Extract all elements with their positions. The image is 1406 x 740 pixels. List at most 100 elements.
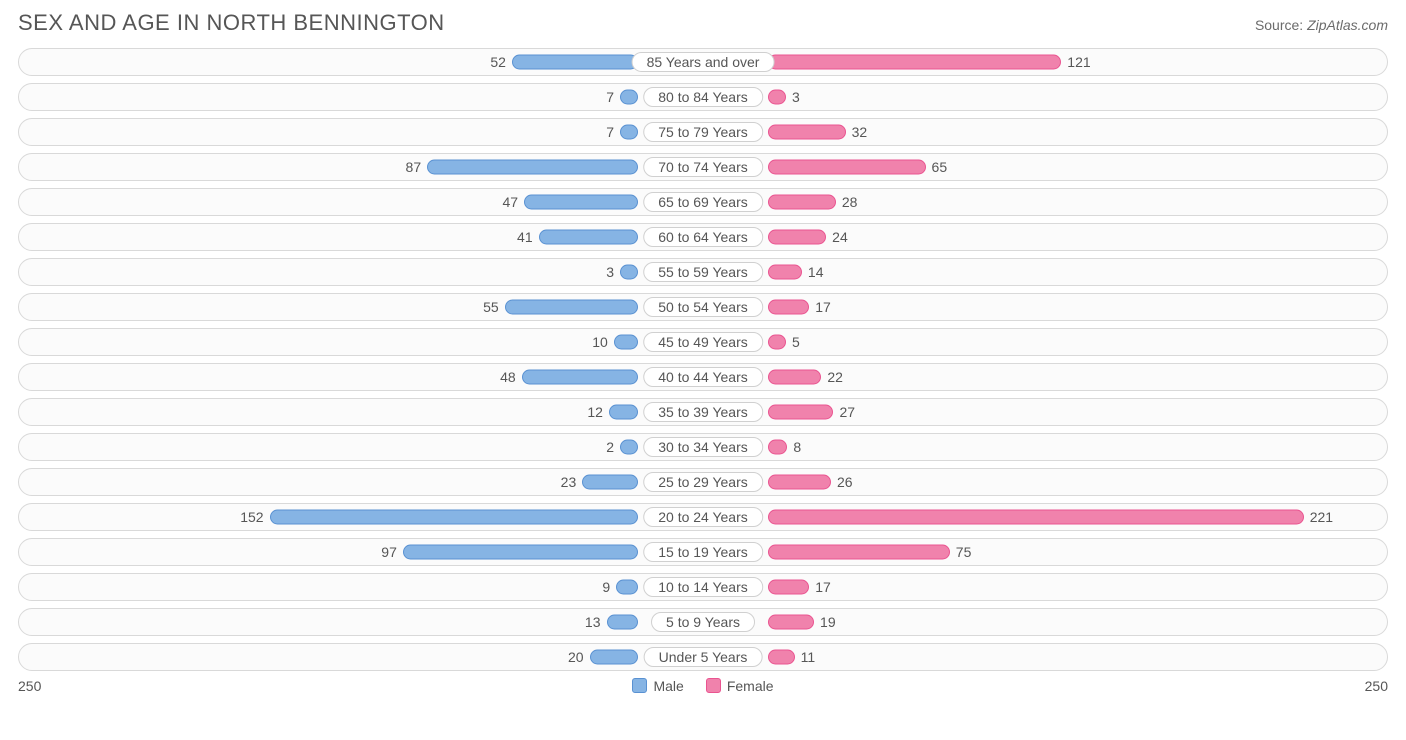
age-group-label: 65 to 69 Years [643, 192, 763, 212]
value-female: 221 [1310, 509, 1333, 525]
bar-female [768, 615, 814, 630]
value-female: 26 [837, 474, 853, 490]
chart-title: SEX AND AGE IN NORTH BENNINGTON [18, 10, 445, 36]
value-male: 48 [500, 369, 516, 385]
pyramid-row: 97 75 15 to 19 Years [18, 538, 1388, 566]
value-female: 5 [792, 334, 800, 350]
age-group-label: 20 to 24 Years [643, 507, 763, 527]
bar-female [768, 90, 786, 105]
bar-female [768, 265, 802, 280]
pyramid-row: 7 3 80 to 84 Years [18, 83, 1388, 111]
age-group-label: 15 to 19 Years [643, 542, 763, 562]
pyramid-row: 31455 to 59 Years [18, 258, 1388, 286]
population-pyramid-chart: 5212185 Years and over7380 to 84 Years73… [18, 48, 1388, 671]
value-female: 19 [820, 614, 836, 630]
value-male: 23 [561, 474, 577, 490]
bar-male [590, 650, 638, 665]
bar-female [768, 55, 1061, 70]
value-male: 20 [568, 649, 584, 665]
bar-male [505, 300, 638, 315]
legend-item-female: Female [706, 678, 774, 694]
pyramid-row: 5212185 Years and over [18, 48, 1388, 76]
pyramid-row: 73275 to 79 Years [18, 118, 1388, 146]
source-value: ZipAtlas.com [1307, 17, 1388, 33]
legend: Male Female [632, 678, 773, 694]
pyramid-row: 55 17 50 to 54 Years [18, 293, 1388, 321]
value-male: 2 [606, 439, 614, 455]
bar-female [768, 300, 809, 315]
value-male: 55 [483, 299, 499, 315]
source-credit: Source: ZipAtlas.com [1255, 17, 1388, 33]
bar-female [768, 370, 821, 385]
value-female: 22 [827, 369, 843, 385]
value-female: 75 [956, 544, 972, 560]
bar-female [768, 510, 1304, 525]
bar-male [539, 230, 638, 245]
pyramid-row: 41 24 60 to 64 Years [18, 223, 1388, 251]
bar-female [768, 545, 950, 560]
age-group-label: 50 to 54 Years [643, 297, 763, 317]
age-group-label: 40 to 44 Years [643, 367, 763, 387]
bar-male [620, 90, 638, 105]
value-female: 27 [839, 404, 855, 420]
bar-male [620, 440, 638, 455]
pyramid-row: 15222120 to 24 Years [18, 503, 1388, 531]
value-male: 7 [606, 89, 614, 105]
bar-male [614, 335, 638, 350]
bar-male [270, 510, 638, 525]
value-female: 65 [932, 159, 948, 175]
age-group-label: 60 to 64 Years [643, 227, 763, 247]
bar-male [522, 370, 638, 385]
age-group-label: 75 to 79 Years [643, 122, 763, 142]
bar-male [582, 475, 638, 490]
header: SEX AND AGE IN NORTH BENNINGTON Source: … [18, 10, 1388, 36]
bar-female [768, 335, 786, 350]
value-female: 8 [793, 439, 801, 455]
value-female: 24 [832, 229, 848, 245]
value-female: 28 [842, 194, 858, 210]
bar-female [768, 405, 833, 420]
pyramid-row: 13 19 5 to 9 Years [18, 608, 1388, 636]
bar-female [768, 125, 846, 140]
pyramid-row: 91710 to 14 Years [18, 573, 1388, 601]
value-female: 17 [815, 579, 831, 595]
value-male: 13 [585, 614, 601, 630]
value-male: 87 [406, 159, 422, 175]
age-group-label: 35 to 39 Years [643, 402, 763, 422]
bar-female [768, 195, 836, 210]
age-group-label: 10 to 14 Years [643, 577, 763, 597]
legend-swatch-male [632, 678, 647, 693]
bar-female [768, 650, 795, 665]
bar-male [609, 405, 638, 420]
value-female: 3 [792, 89, 800, 105]
value-male: 7 [606, 124, 614, 140]
age-group-label: 80 to 84 Years [643, 87, 763, 107]
value-male: 47 [503, 194, 519, 210]
age-group-label: 85 Years and over [632, 52, 775, 72]
value-male: 97 [381, 544, 397, 560]
axis-max-right: 250 [1365, 678, 1388, 694]
age-group-label: 30 to 34 Years [643, 437, 763, 457]
legend-label-male: Male [653, 678, 683, 694]
bar-male [607, 615, 639, 630]
pyramid-row: 47 28 65 to 69 Years [18, 188, 1388, 216]
bar-male [620, 125, 638, 140]
age-group-label: Under 5 Years [644, 647, 763, 667]
age-group-label: 5 to 9 Years [651, 612, 755, 632]
value-male: 41 [517, 229, 533, 245]
chart-footer: 250 Male Female 250 [18, 678, 1388, 694]
bar-male [524, 195, 638, 210]
legend-label-female: Female [727, 678, 774, 694]
age-group-label: 25 to 29 Years [643, 472, 763, 492]
pyramid-row: 48 22 40 to 44 Years [18, 363, 1388, 391]
bar-male [403, 545, 638, 560]
value-female: 17 [815, 299, 831, 315]
legend-item-male: Male [632, 678, 683, 694]
bar-female [768, 440, 787, 455]
pyramid-row: 876570 to 74 Years [18, 153, 1388, 181]
source-label: Source: [1255, 17, 1307, 33]
bar-female [768, 230, 826, 245]
bar-male [620, 265, 638, 280]
age-group-label: 55 to 59 Years [643, 262, 763, 282]
bar-female [768, 580, 809, 595]
